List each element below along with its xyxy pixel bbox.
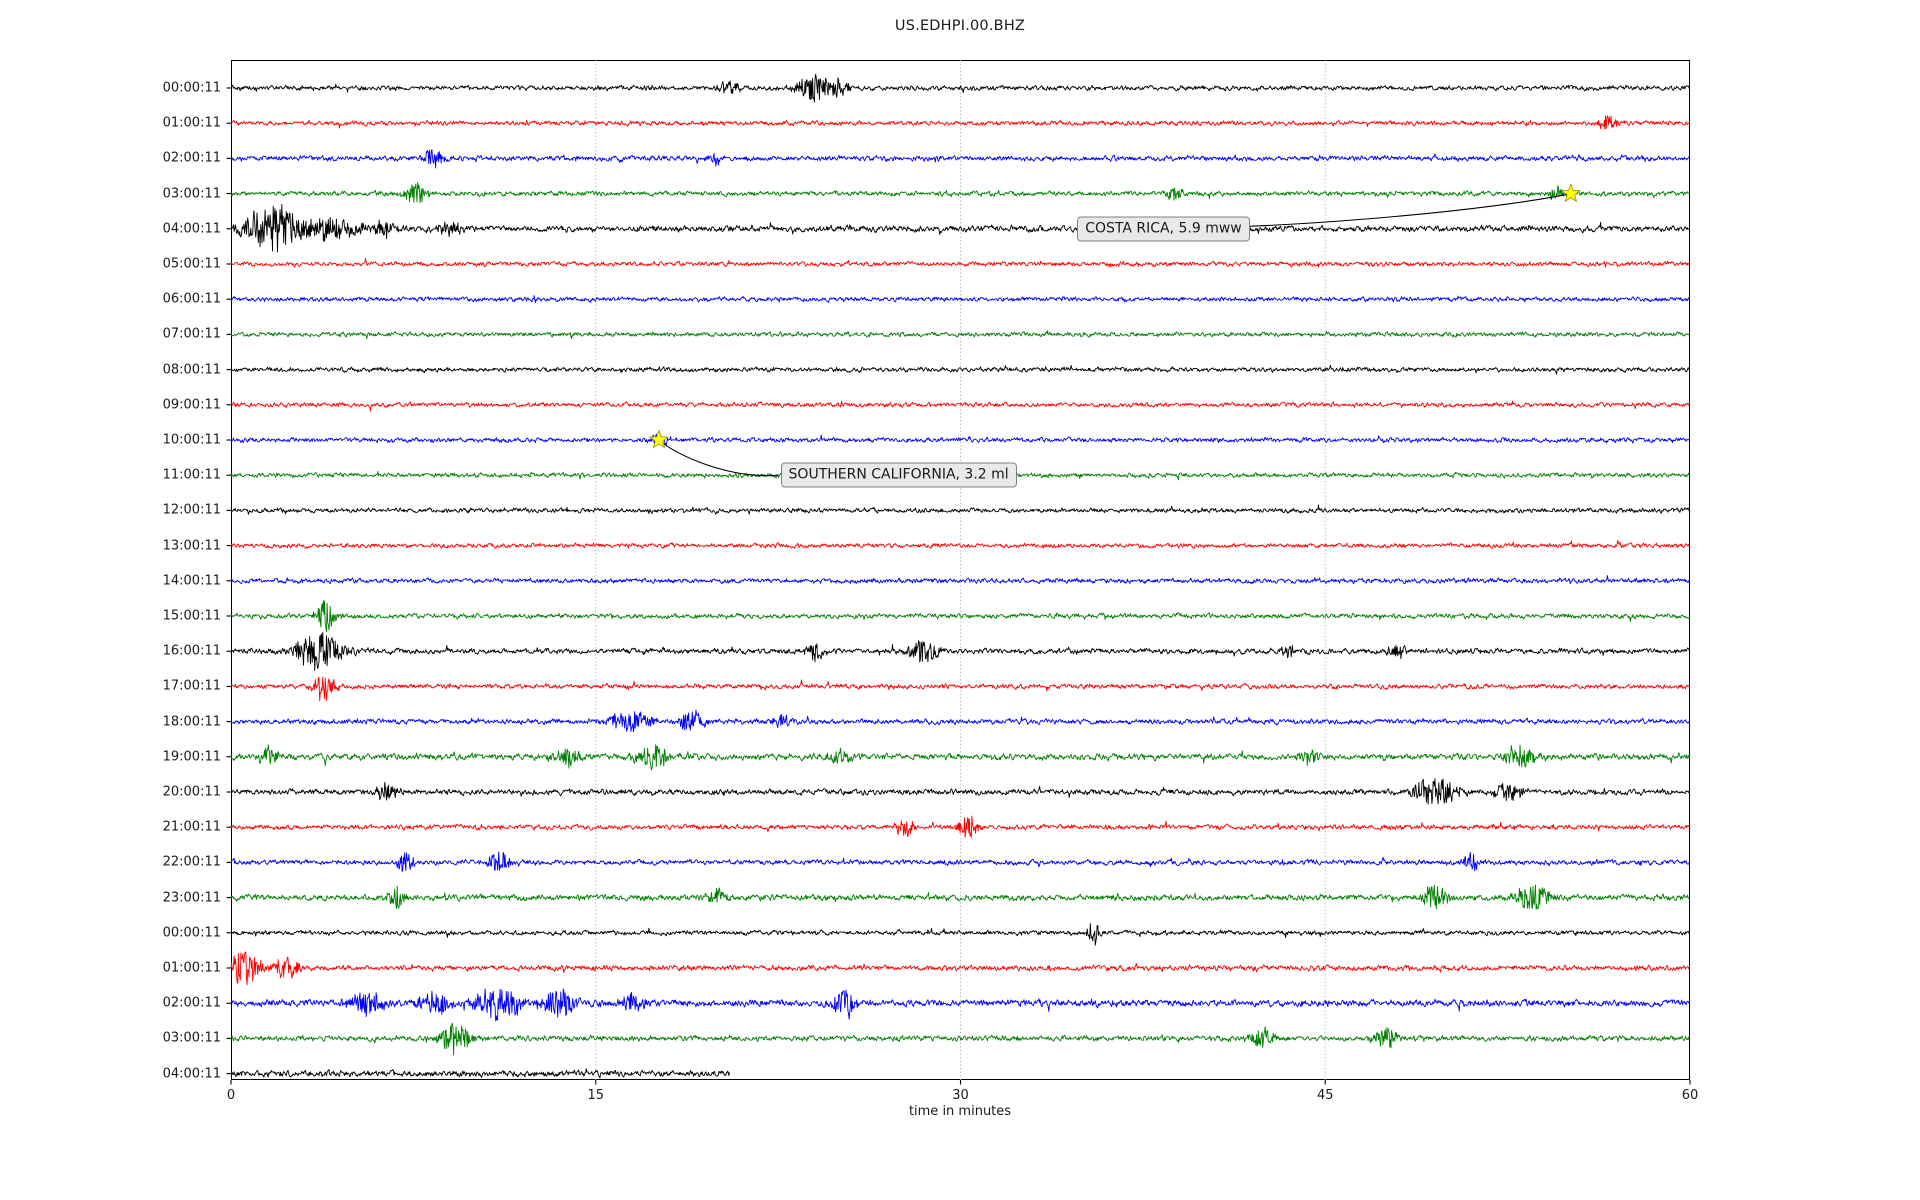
y-axis-tick-label: 03:00:11 bbox=[162, 186, 221, 202]
y-axis-tick-label: 02:00:11 bbox=[162, 995, 221, 1011]
y-axis-tick-label: 04:00:11 bbox=[162, 221, 221, 237]
y-axis-tick-label: 20:00:11 bbox=[162, 784, 221, 800]
y-axis-tick-label: 14:00:11 bbox=[162, 573, 221, 589]
y-axis-tick-label: 10:00:11 bbox=[162, 432, 221, 448]
y-axis-tick-label: 02:00:11 bbox=[162, 150, 221, 166]
y-axis-tick-label: 05:00:11 bbox=[162, 256, 221, 272]
page-title: US.EDHPI.00.BHZ bbox=[894, 18, 1026, 34]
y-axis-tick-label: 09:00:11 bbox=[162, 397, 221, 413]
y-axis-tick-label: 07:00:11 bbox=[162, 326, 221, 342]
y-axis-tick-label: 00:00:11 bbox=[162, 925, 221, 941]
y-axis-tick-label: 22:00:11 bbox=[162, 854, 221, 870]
y-axis-tick-label: 12:00:11 bbox=[162, 502, 221, 518]
annotation-label-southern-california[interactable]: SOUTHERN CALIFORNIA, 3.2 ml bbox=[780, 462, 1017, 488]
y-axis-tick-label: 00:00:11 bbox=[162, 80, 221, 96]
annotation-label-costa-rica[interactable]: COSTA RICA, 5.9 mww bbox=[1077, 216, 1250, 242]
x-axis-tick-label: 0 bbox=[226, 1088, 236, 1103]
y-axis-tick-label: 08:00:11 bbox=[162, 362, 221, 378]
y-axis-tick-label: 06:00:11 bbox=[162, 291, 221, 307]
y-axis-tick-label: 19:00:11 bbox=[162, 749, 221, 765]
y-axis-tick-label: 04:00:11 bbox=[162, 1066, 221, 1082]
y-axis-tick-label: 17:00:11 bbox=[162, 678, 221, 694]
y-axis-tick-label: 21:00:11 bbox=[162, 819, 221, 835]
y-axis-tick-label: 15:00:11 bbox=[162, 608, 221, 624]
x-axis-tick-label: 45 bbox=[1316, 1088, 1334, 1103]
y-axis-tick-label: 01:00:11 bbox=[162, 960, 221, 976]
y-axis-tick-label: 16:00:11 bbox=[162, 643, 221, 659]
plot-area bbox=[231, 60, 1690, 1080]
y-axis-tick-label: 23:00:11 bbox=[162, 890, 221, 906]
y-axis-tick-label: 11:00:11 bbox=[162, 467, 221, 483]
y-axis-tick-label: 13:00:11 bbox=[162, 538, 221, 554]
x-axis-tick-label: 30 bbox=[952, 1088, 969, 1103]
y-axis-tick-label: 18:00:11 bbox=[162, 714, 221, 730]
x-axis-tick-label: 60 bbox=[1681, 1088, 1699, 1103]
y-axis-tick-label: 03:00:11 bbox=[162, 1030, 221, 1046]
x-axis-label: time in minutes bbox=[908, 1104, 1012, 1119]
y-axis-tick-label: 01:00:11 bbox=[162, 115, 221, 131]
x-axis-tick-label: 15 bbox=[587, 1088, 605, 1103]
